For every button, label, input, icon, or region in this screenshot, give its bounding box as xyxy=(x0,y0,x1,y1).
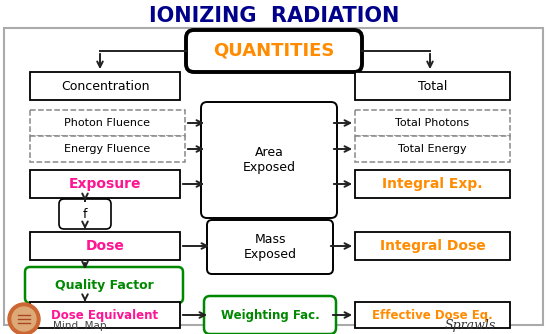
FancyBboxPatch shape xyxy=(204,296,336,334)
FancyBboxPatch shape xyxy=(201,102,337,218)
Bar xyxy=(355,110,510,136)
FancyBboxPatch shape xyxy=(186,30,362,72)
Text: Total Energy: Total Energy xyxy=(398,144,467,154)
Bar xyxy=(30,136,185,162)
Text: Exposure: Exposure xyxy=(68,177,141,191)
Text: Dose Equivalent: Dose Equivalent xyxy=(52,309,158,322)
Bar xyxy=(355,72,510,100)
Bar xyxy=(30,170,180,198)
Bar xyxy=(30,302,180,328)
Text: Total Photons: Total Photons xyxy=(396,118,470,128)
Text: Quality Factor: Quality Factor xyxy=(55,279,153,292)
Text: Photon Fluence: Photon Fluence xyxy=(65,118,151,128)
Bar xyxy=(355,136,510,162)
Bar xyxy=(355,232,510,260)
Bar xyxy=(355,170,510,198)
Text: IONIZING  RADIATION: IONIZING RADIATION xyxy=(149,6,399,26)
Bar xyxy=(4,28,543,325)
FancyBboxPatch shape xyxy=(25,267,183,303)
Text: Total: Total xyxy=(418,79,447,93)
Text: Mass
Exposed: Mass Exposed xyxy=(243,233,296,261)
FancyBboxPatch shape xyxy=(59,199,111,229)
Text: Sprawls: Sprawls xyxy=(444,320,495,333)
Text: Weighting Fac.: Weighting Fac. xyxy=(221,309,319,322)
Bar xyxy=(30,110,185,136)
Text: Concentration: Concentration xyxy=(61,79,149,93)
Circle shape xyxy=(12,307,36,331)
Bar xyxy=(30,232,180,260)
Text: QUANTITIES: QUANTITIES xyxy=(213,42,335,60)
Text: Mind  Map: Mind Map xyxy=(53,321,107,331)
Bar xyxy=(30,72,180,100)
Text: Integral Dose: Integral Dose xyxy=(380,239,486,253)
Text: Effective Dose Eq.: Effective Dose Eq. xyxy=(372,309,493,322)
FancyBboxPatch shape xyxy=(207,220,333,274)
Text: Dose: Dose xyxy=(85,239,124,253)
Text: f: f xyxy=(83,207,87,220)
Text: Energy Fluence: Energy Fluence xyxy=(64,144,151,154)
Circle shape xyxy=(8,303,40,334)
Text: Area
Exposed: Area Exposed xyxy=(243,146,295,174)
Bar xyxy=(355,302,510,328)
Text: Integral Exp.: Integral Exp. xyxy=(383,177,483,191)
